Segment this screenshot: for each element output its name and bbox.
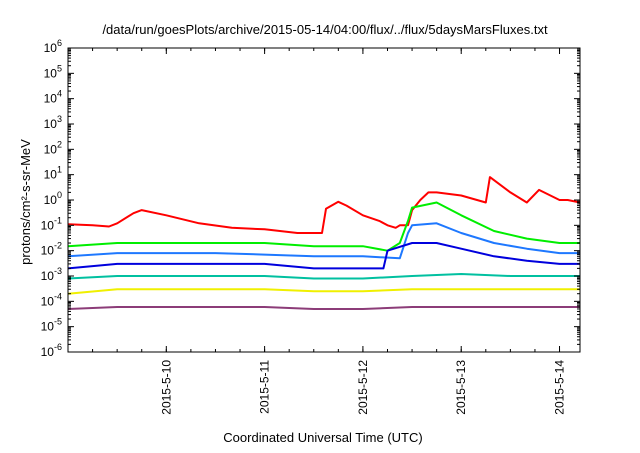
y-tick-label: 10-4 xyxy=(41,291,62,308)
y-tick-label: 10-6 xyxy=(41,342,62,359)
series-line-4 xyxy=(67,242,580,270)
y-tick-label: 10-2 xyxy=(41,241,62,258)
series-line-5 xyxy=(67,273,580,280)
y-tick-label: 10-1 xyxy=(41,215,62,232)
y-tick-label: 100 xyxy=(44,190,62,207)
y-tick-label: 104 xyxy=(44,89,62,106)
series-line-1 xyxy=(67,176,581,234)
series-line-6 xyxy=(67,288,580,295)
x-axis-label: Coordinated Universal Time (UTC) xyxy=(223,430,422,445)
y-tick-label: 106 xyxy=(44,38,62,55)
axes: 10-6 10-5 10-4 10-3 10-2 10-1 100 101 102 103 104 1… xyxy=(41,38,581,415)
chart-title: /data/run/goesPlots/archive/2015-05-14/0… xyxy=(102,22,548,37)
y-axis-label: protons/cm²-s-sr-MeV xyxy=(18,139,33,265)
y-tick-label: 10-5 xyxy=(41,317,62,334)
series-lines xyxy=(67,176,581,310)
y-tick-label: 103 xyxy=(44,114,62,131)
y-tick-label: 102 xyxy=(44,139,62,156)
series-line-3 xyxy=(67,222,580,260)
y-tick-label: 105 xyxy=(44,63,62,80)
series-line-2 xyxy=(67,201,580,252)
y-tick-label: 101 xyxy=(44,165,62,182)
x-tick-label: 2015-5-13 xyxy=(454,360,468,415)
x-tick-label: 2015-5-14 xyxy=(553,360,567,415)
x-tick-label: 2015-5-11 xyxy=(258,360,272,414)
x-tick-label: 2015-5-12 xyxy=(356,360,370,415)
x-tick-label: 2015-5-10 xyxy=(159,360,173,415)
y-tick-label: 10-3 xyxy=(41,266,62,283)
series-line-7 xyxy=(67,306,580,310)
